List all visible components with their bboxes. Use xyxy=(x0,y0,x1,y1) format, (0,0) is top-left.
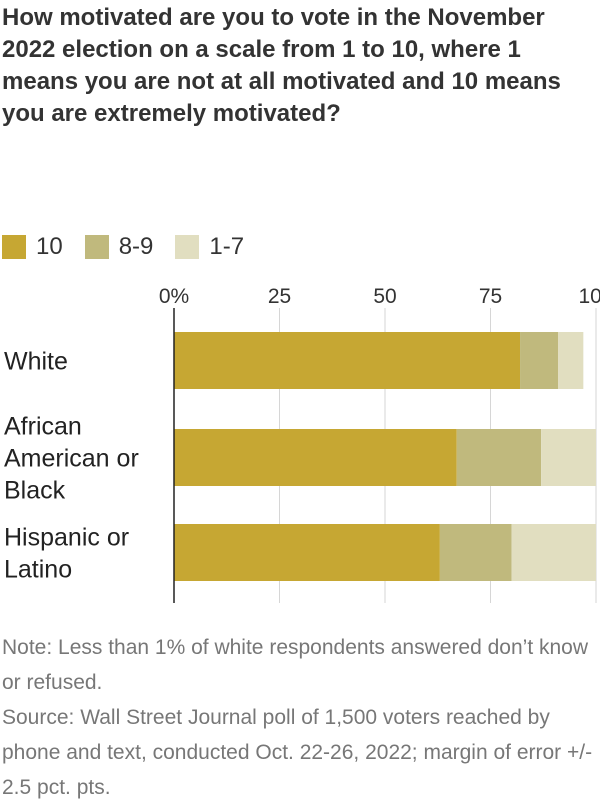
legend-label-10: 10 xyxy=(36,233,63,260)
legend-swatch-1-7 xyxy=(175,235,200,259)
legend: 10 8-9 1-7 xyxy=(2,232,266,262)
legend-label-1-7: 1-7 xyxy=(209,233,245,260)
legend-swatch-10 xyxy=(2,235,26,259)
note-text: Note: Less than 1% of white respondents … xyxy=(2,636,589,694)
bar-segment xyxy=(511,524,596,581)
x-tick-label: 0% xyxy=(159,285,189,308)
category-label: Hispanic or Latino xyxy=(4,524,129,584)
bar-segment xyxy=(439,524,512,581)
legend-label-8-9: 8-9 xyxy=(118,233,154,260)
bar-segment xyxy=(174,332,521,389)
source-text: Source: Wall Street Journal poll of 1,50… xyxy=(2,706,593,799)
category-label: White xyxy=(4,348,68,376)
bar-segment xyxy=(456,429,542,486)
bar-segment xyxy=(541,429,596,486)
legend-swatch-8-9 xyxy=(84,235,109,259)
footnotes: Note: Less than 1% of white respondents … xyxy=(2,630,596,805)
bar-segment xyxy=(520,332,559,389)
x-tick-label: 75 xyxy=(479,285,502,308)
bar-segment xyxy=(174,429,457,486)
chart-title: How motivated are you to vote in the Nov… xyxy=(2,4,561,127)
bar-segment xyxy=(174,524,440,581)
x-tick-label: 50 xyxy=(373,285,396,308)
bar-segment xyxy=(558,332,584,389)
x-tick-label: 25 xyxy=(268,285,291,308)
category-label: African American or Black xyxy=(4,413,139,505)
legend-item-1-7: 1-7 xyxy=(175,233,244,261)
legend-item-8-9: 8-9 xyxy=(84,233,154,261)
legend-item-10: 10 xyxy=(2,233,63,261)
x-tick-label: 100 xyxy=(578,285,600,308)
